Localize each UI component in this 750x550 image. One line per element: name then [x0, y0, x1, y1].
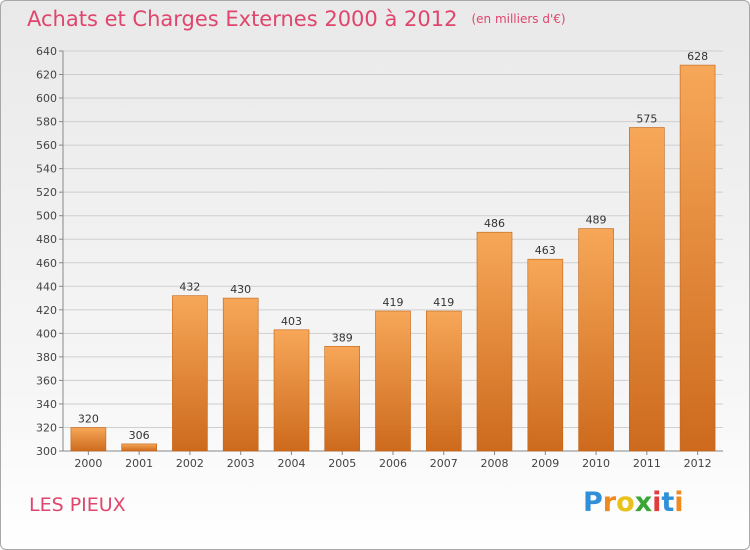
x-tick-label-2005: 2005: [328, 457, 356, 470]
y-tick-label: 580: [36, 116, 57, 129]
proxiti-logo: Proxiti: [583, 487, 684, 518]
y-tick-label: 440: [36, 280, 57, 293]
bars: [70, 64, 716, 452]
y-tick-label: 300: [36, 445, 57, 458]
y-tick-label: 560: [36, 139, 57, 152]
bar-2009: [527, 258, 564, 452]
logo-letter: i: [674, 487, 684, 518]
bar-2012: [679, 64, 716, 452]
bar-2003: [222, 297, 259, 452]
labels: 300 320 340 360 380 400 420 440 460 480 500 520 540 5…: [36, 45, 712, 470]
x-tick-label-2011: 2011: [633, 457, 661, 470]
logo-letter: x: [634, 487, 653, 518]
x-tick-label-2007: 2007: [430, 457, 458, 470]
y-tick-label: 360: [36, 374, 57, 387]
value-label-2012: 628: [687, 50, 708, 63]
title-unit: (en milliers d'€): [471, 12, 566, 26]
bar-2001: [121, 443, 157, 452]
bar-2000: [70, 427, 107, 452]
y-tick-label: 500: [36, 210, 57, 223]
y-tick-label: 340: [36, 398, 57, 411]
bar-2011: [628, 127, 665, 452]
y-tick-label: 460: [36, 257, 57, 270]
logo-letter: o: [616, 487, 635, 518]
y-tick-label: 400: [36, 327, 57, 340]
x-tick-label-2012: 2012: [684, 457, 712, 470]
y-tick-label: 420: [36, 304, 57, 317]
x-tick-label-2002: 2002: [176, 457, 204, 470]
logo-letter: r: [602, 487, 617, 518]
bar-2008: [476, 231, 513, 452]
y-tick-label: 640: [36, 45, 57, 58]
logo-letter: P: [583, 487, 603, 518]
bar-2007: [425, 310, 462, 452]
value-label-2011: 575: [636, 112, 657, 125]
value-label-2010: 489: [586, 214, 607, 227]
value-label-2008: 486: [484, 217, 505, 230]
bar-2010: [578, 228, 614, 452]
x-tick-label-2004: 2004: [277, 457, 305, 470]
logo-letter: t: [661, 487, 675, 518]
bar-2002: [172, 295, 208, 452]
bar-2005: [324, 345, 361, 452]
value-label-2007: 419: [433, 296, 454, 309]
title-text: Achats et Charges Externes 2000 à 2012: [27, 7, 458, 31]
chart-title: Achats et Charges Externes 2000 à 2012 (e…: [27, 7, 566, 31]
y-tick-label: 520: [36, 186, 57, 199]
logo-letter: i: [652, 487, 662, 518]
x-tick-label-2009: 2009: [531, 457, 559, 470]
y-tick-label: 620: [36, 69, 57, 82]
value-label-2002: 432: [179, 281, 200, 294]
x-tick-label-2010: 2010: [582, 457, 610, 470]
value-label-2006: 419: [383, 296, 404, 309]
value-label-2004: 403: [281, 315, 302, 328]
x-tick-label-2000: 2000: [74, 457, 102, 470]
y-tick-label: 540: [36, 163, 57, 176]
x-tick-label-2003: 2003: [227, 457, 255, 470]
place-name: LES PIEUX: [29, 494, 126, 516]
y-tick-label: 380: [36, 351, 57, 364]
y-tick-label: 480: [36, 233, 57, 246]
value-label-2003: 430: [230, 283, 251, 296]
bar-2004: [273, 329, 310, 452]
x-tick-label-2006: 2006: [379, 457, 407, 470]
value-label-2005: 389: [332, 331, 353, 344]
value-label-2009: 463: [535, 244, 556, 257]
y-tick-label: 600: [36, 92, 57, 105]
x-tick-label-2008: 2008: [481, 457, 509, 470]
value-label-2001: 306: [129, 429, 150, 442]
x-tick-label-2001: 2001: [125, 457, 153, 470]
value-label-2000: 320: [78, 412, 99, 425]
bar-2006: [375, 310, 411, 452]
y-tick-label: 320: [36, 421, 57, 434]
